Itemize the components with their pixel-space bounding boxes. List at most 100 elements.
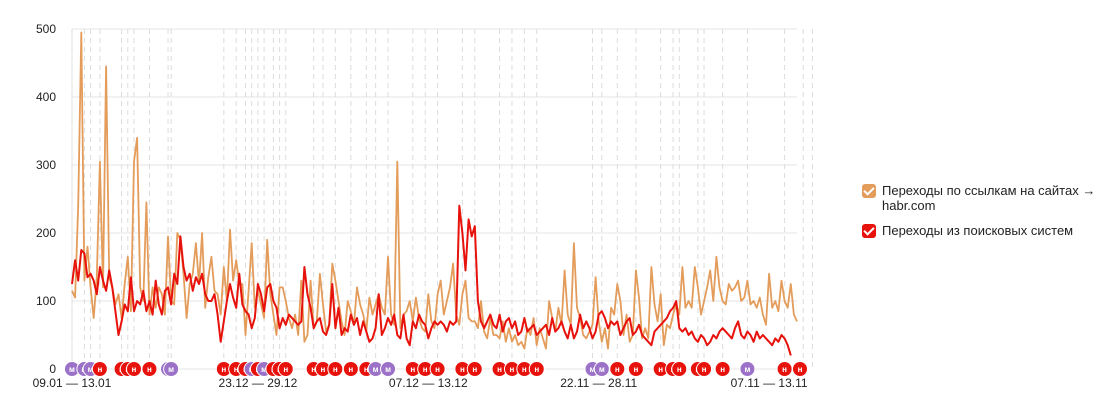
- event-marker[interactable]: н: [627, 361, 644, 377]
- event-marker[interactable]: н: [417, 361, 434, 377]
- event-marker[interactable]: н: [696, 361, 713, 377]
- y-axis: 0 100 200 300 400 500: [36, 22, 56, 376]
- event-marker-letter: н: [677, 365, 682, 374]
- event-marker-circle: [739, 361, 756, 377]
- event-marker-letter: н: [97, 365, 102, 374]
- event-marker-letter: м: [88, 365, 94, 374]
- event-marker[interactable]: н: [466, 361, 483, 377]
- x-axis: 09.01 — 13.01 23.12 — 29.12 07.12 — 13.12 2…: [33, 376, 808, 390]
- event-marker-letter: н: [720, 365, 725, 374]
- grid: [71, 28, 797, 370]
- event-marker[interactable]: м: [593, 361, 610, 377]
- y-tick-label: 200: [36, 226, 56, 240]
- y-tick-label: 0: [49, 362, 56, 376]
- checkbox-icon[interactable]: [862, 184, 876, 198]
- event-marker-letter: м: [373, 365, 379, 374]
- y-tick-label: 300: [36, 158, 56, 172]
- legend-label: Переходы из поисковых систем: [882, 223, 1074, 238]
- x-tick-label: 22.11 — 28.11: [560, 376, 637, 390]
- chart-svg: 0 100 200 300 400 500 09.01 — 13.01 23.12 — 29…: [33, 22, 813, 390]
- event-marker[interactable]: м: [739, 361, 756, 377]
- event-marker[interactable]: н: [792, 361, 808, 377]
- series: [71, 31, 798, 356]
- legend-item-search[interactable]: Переходы из поисковых систем: [862, 223, 1107, 238]
- legend-item-links[interactable]: Переходы по ссылкам на сайтах → habr.com: [862, 183, 1107, 213]
- y-tick-label: 500: [36, 22, 56, 36]
- traffic-chart: 0 100 200 300 400 500 09.01 — 13.01 23.12 — 29…: [33, 22, 813, 390]
- event-marker[interactable]: н: [404, 361, 421, 377]
- event-marker-letter: м: [69, 365, 75, 374]
- event-marker[interactable]: н: [776, 361, 793, 377]
- event-marker-circle: [792, 361, 808, 377]
- event-marker-letter: н: [782, 365, 787, 374]
- event-marker-letter: н: [435, 365, 440, 374]
- event-marker-circle: [380, 361, 397, 377]
- x-tick-label: 23.12 — 29.12: [219, 376, 298, 390]
- event-marker-letter: н: [132, 365, 137, 374]
- event-guide-lines: [71, 29, 813, 369]
- event-marker[interactable]: н: [91, 361, 108, 377]
- event-marker-letter: н: [633, 365, 638, 374]
- event-marker-circle: [277, 361, 294, 377]
- event-marker[interactable]: н: [125, 361, 142, 377]
- event-marker-letter: м: [261, 365, 267, 374]
- checkbox-icon[interactable]: [862, 224, 876, 238]
- event-marker-circle: [528, 361, 545, 377]
- event-marker-letter: н: [798, 365, 803, 374]
- event-marker-letter: м: [590, 365, 596, 374]
- event-marker-letter: н: [423, 365, 428, 374]
- event-marker-circle: [627, 361, 644, 377]
- event-marker[interactable]: н: [671, 361, 688, 377]
- event-marker-letter: н: [472, 365, 477, 374]
- event-marker-letter: н: [364, 365, 369, 374]
- event-marker[interactable]: н: [714, 361, 731, 377]
- event-marker-letter: м: [744, 365, 750, 374]
- event-marker-circle: [91, 361, 108, 377]
- event-marker-letter: н: [497, 365, 502, 374]
- event-marker[interactable]: н: [429, 361, 446, 377]
- event-marker-letter: н: [333, 365, 338, 374]
- event-marker[interactable]: н: [215, 361, 232, 377]
- event-marker-letter: н: [311, 365, 316, 374]
- event-marker-circle: [163, 361, 180, 377]
- event-marker-letter: н: [658, 365, 663, 374]
- event-markers: мммнннннммнннмнмннннннннммнннннннннммннн…: [64, 361, 808, 377]
- event-marker-circle: [714, 361, 731, 377]
- event-marker-letter: м: [385, 365, 391, 374]
- event-marker-letter: н: [410, 365, 415, 374]
- event-marker-letter: н: [283, 365, 288, 374]
- event-marker-letter: н: [702, 365, 707, 374]
- event-marker-circle: [466, 361, 483, 377]
- event-marker[interactable]: н: [342, 361, 359, 377]
- event-marker[interactable]: н: [528, 361, 545, 377]
- event-marker[interactable]: н: [141, 361, 158, 377]
- x-tick-label: 09.01 — 13.01: [33, 376, 112, 390]
- event-marker[interactable]: м: [380, 361, 397, 377]
- event-marker-circle: [671, 361, 688, 377]
- event-marker-letter: н: [522, 365, 527, 374]
- event-marker-letter: н: [321, 365, 326, 374]
- event-marker-letter: н: [510, 365, 515, 374]
- x-tick-label: 07.12 — 13.12: [389, 376, 468, 390]
- event-marker[interactable]: н: [609, 361, 626, 377]
- x-tick-label: 07.11 — 13.11: [731, 376, 808, 390]
- y-tick-label: 100: [36, 294, 56, 308]
- event-marker-letter: н: [534, 365, 539, 374]
- event-marker[interactable]: м: [163, 361, 180, 377]
- event-marker[interactable]: н: [277, 361, 294, 377]
- legend: Переходы по ссылкам на сайтах → habr.com…: [862, 183, 1107, 248]
- event-marker-letter: н: [234, 365, 239, 374]
- event-marker-letter: н: [615, 365, 620, 374]
- event-marker-letter: н: [460, 365, 465, 374]
- event-marker-circle: [696, 361, 713, 377]
- y-tick-label: 400: [36, 90, 56, 104]
- event-marker-letter: н: [147, 365, 152, 374]
- event-marker-circle: [429, 361, 446, 377]
- event-marker[interactable]: н: [327, 361, 344, 377]
- event-marker-letter: н: [348, 365, 353, 374]
- event-marker-circle: [141, 361, 158, 377]
- series-line-1: [71, 204, 792, 356]
- event-marker-letter: н: [221, 365, 226, 374]
- legend-label: Переходы по ссылкам на сайтах → habr.com: [882, 183, 1096, 213]
- event-marker-letter: м: [599, 365, 605, 374]
